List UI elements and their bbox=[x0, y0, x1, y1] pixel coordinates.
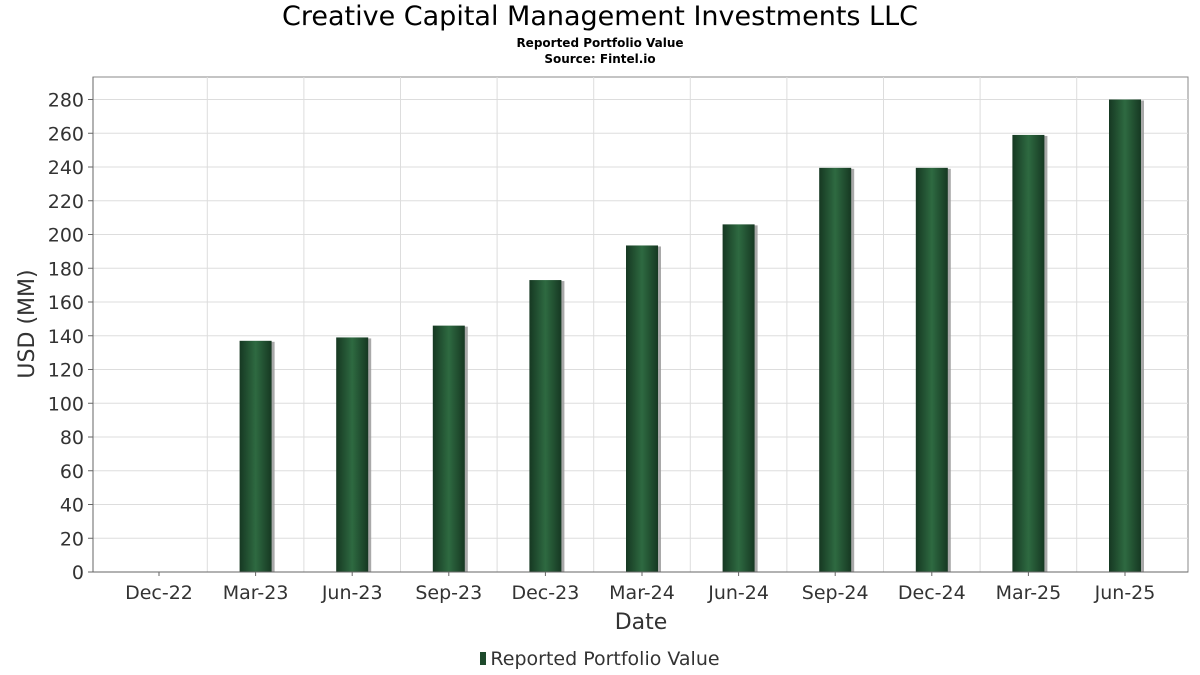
y-tick-label: 180 bbox=[48, 258, 84, 280]
bar-mar-25 bbox=[1012, 134, 1045, 572]
x-tick-label: Dec-23 bbox=[511, 582, 579, 604]
y-tick-label: 160 bbox=[48, 292, 84, 314]
y-tick-label: 140 bbox=[48, 326, 84, 348]
chart-source: Source: Fintel.io bbox=[544, 52, 656, 66]
bar-sep-23 bbox=[432, 325, 465, 572]
y-tick-label: 100 bbox=[48, 393, 84, 415]
y-tick-label: 280 bbox=[48, 90, 84, 112]
bar-jun-23 bbox=[336, 337, 369, 572]
legend-label: Reported Portfolio Value bbox=[490, 648, 720, 670]
x-tick-label: Jun-24 bbox=[707, 582, 769, 604]
y-tick-label: 80 bbox=[60, 427, 84, 449]
bar-mar-23 bbox=[239, 340, 272, 572]
y-tick-label: 20 bbox=[60, 528, 84, 550]
x-axis-label: Date bbox=[615, 610, 668, 635]
legend-swatch bbox=[480, 652, 487, 665]
bar-sep-24 bbox=[819, 167, 852, 572]
y-tick-label: 60 bbox=[60, 461, 84, 483]
x-tick-label: Dec-24 bbox=[898, 582, 966, 604]
bar-jun-24 bbox=[722, 224, 755, 572]
bar-dec-23 bbox=[529, 280, 562, 572]
y-tick-label: 0 bbox=[72, 562, 84, 584]
chart-subtitle: Reported Portfolio Value bbox=[516, 36, 684, 50]
y-tick-label: 240 bbox=[48, 157, 84, 179]
x-tick-label: Dec-22 bbox=[125, 582, 193, 604]
chart-title: Creative Capital Management Investments … bbox=[282, 1, 918, 32]
y-tick-label: 220 bbox=[48, 191, 84, 213]
y-axis-label: USD (MM) bbox=[15, 269, 40, 378]
x-tick-label: Mar-24 bbox=[609, 582, 675, 604]
legend: Reported Portfolio Value bbox=[0, 648, 1200, 670]
bar-mar-24 bbox=[626, 245, 658, 572]
x-tick-label: Sep-23 bbox=[415, 582, 482, 604]
y-tick-label: 260 bbox=[48, 123, 84, 145]
y-tick-label: 120 bbox=[48, 360, 84, 382]
y-tick-label: 40 bbox=[60, 495, 84, 517]
y-tick-label: 200 bbox=[48, 225, 84, 247]
x-tick-label: Jun-25 bbox=[1094, 582, 1156, 604]
x-tick-label: Mar-25 bbox=[996, 582, 1062, 604]
x-tick-label: Jun-23 bbox=[321, 582, 383, 604]
bar-jun-25 bbox=[1109, 99, 1141, 572]
x-tick-label: Mar-23 bbox=[223, 582, 289, 604]
bar-dec-24 bbox=[915, 167, 948, 572]
x-tick-label: Sep-24 bbox=[802, 582, 869, 604]
